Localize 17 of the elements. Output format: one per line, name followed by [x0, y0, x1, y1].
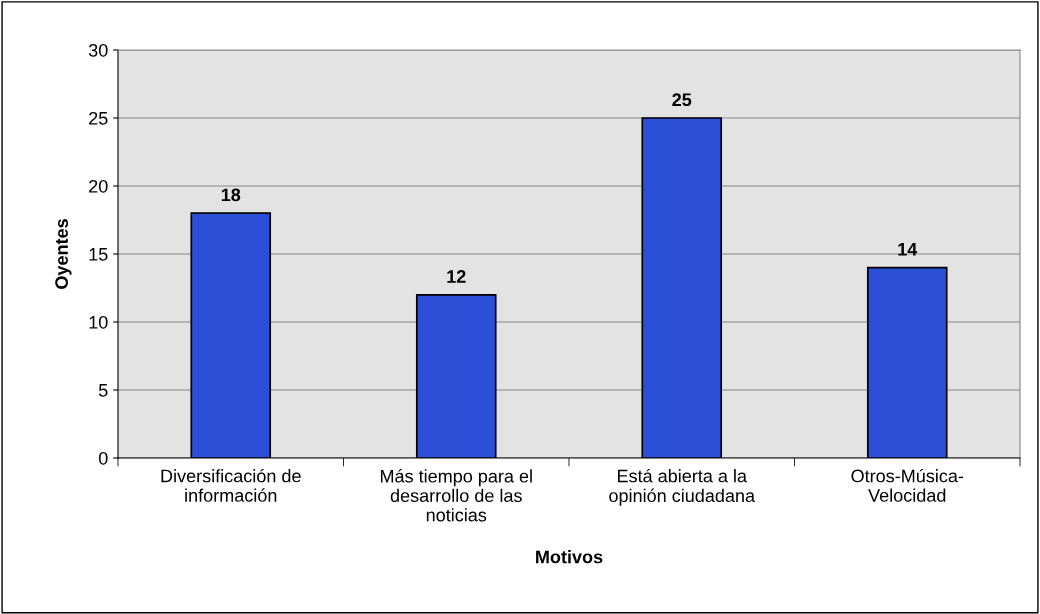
y-axis-title: Oyentes [55, 219, 72, 289]
y-tick-label: 30 [88, 43, 108, 57]
y-tick-label: 20 [89, 179, 108, 193]
data-label: 14 [898, 243, 918, 256]
x-tick-label: Diversificación de información [161, 468, 301, 502]
y-tick-label: 0 [98, 451, 108, 465]
data-label: 12 [447, 270, 466, 283]
data-label: 18 [221, 188, 241, 202]
data-label: 25 [672, 93, 692, 107]
y-tick-label: 25 [89, 111, 108, 125]
x-axis-title: Motivos [536, 550, 603, 564]
y-tick-label: 15 [89, 248, 108, 261]
x-tick-label: Más tiempo para el desarrollo de las noticias [380, 469, 532, 522]
x-tick-label: Está abierta a la opinión ciudadana [609, 468, 756, 506]
x-tick-label: Otros-Música- Velocidad [851, 468, 964, 502]
y-tick-label: 5 [98, 384, 108, 397]
y-tick-label: 10 [89, 315, 108, 329]
